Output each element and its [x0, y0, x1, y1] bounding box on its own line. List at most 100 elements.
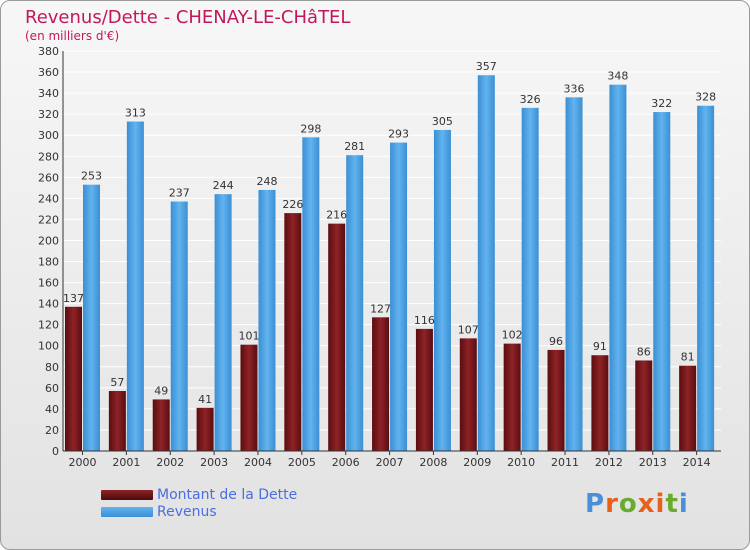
bar-debt — [679, 365, 697, 451]
y-tick-label: 240 — [38, 192, 59, 205]
bar-revenue — [390, 142, 408, 451]
bar-debt — [547, 349, 565, 451]
data-label-debt: 86 — [637, 345, 651, 358]
x-tick-label: 2010 — [507, 456, 535, 469]
bar-debt — [152, 399, 170, 451]
data-label-debt: 57 — [110, 376, 124, 389]
bar-debt — [503, 343, 521, 451]
y-tick-label: 260 — [38, 171, 59, 184]
y-tick-label: 180 — [38, 256, 59, 269]
data-label-revenue: 281 — [344, 140, 365, 153]
x-axis-ticks: 2000 2001 2002 2003 2004 2005 2006 2007 2008 2009… — [69, 451, 711, 469]
chart-title: Revenus/Dette - CHENAY-LE-CHâTEL — [25, 7, 351, 28]
data-label-debt: 137 — [63, 292, 84, 305]
data-label-revenue: 237 — [169, 187, 190, 200]
data-label-debt: 116 — [414, 314, 435, 327]
data-label-revenue: 336 — [564, 82, 585, 95]
bar-debt — [284, 213, 302, 451]
bar-revenue — [653, 112, 671, 451]
y-tick-label: 40 — [45, 403, 59, 416]
bar-debt — [372, 317, 390, 451]
legend-label-debt: Montant de la Dette — [157, 487, 298, 503]
data-label-revenue: 357 — [476, 60, 497, 73]
bar-debt — [591, 355, 609, 451]
bar-debt — [635, 360, 653, 451]
logo-letter: r — [605, 489, 619, 519]
bar-debt — [196, 407, 214, 451]
logo-letter: t — [665, 489, 679, 519]
data-label-revenue: 248 — [256, 175, 277, 188]
legend: Montant de la Dette Revenus — [101, 487, 297, 521]
legend-item-debt: Montant de la Dette — [101, 487, 297, 503]
bar-revenue — [521, 107, 539, 451]
bar-debt — [240, 344, 258, 451]
y-tick-label: 160 — [38, 277, 59, 290]
logo-letter: i — [678, 489, 689, 519]
bar-debt — [65, 306, 82, 451]
logo-letter: P — [585, 489, 606, 519]
data-label-debt: 127 — [370, 302, 391, 315]
data-label-revenue: 305 — [432, 115, 453, 128]
y-tick-label: 340 — [38, 87, 59, 100]
x-tick-label: 2007 — [376, 456, 404, 469]
bar-debt — [415, 328, 433, 451]
data-label-debt: 102 — [502, 329, 523, 342]
axes — [62, 51, 721, 452]
x-tick-label: 2009 — [463, 456, 491, 469]
bar-revenue — [214, 194, 232, 451]
chart-subtitle: (en milliers d'€) — [25, 29, 120, 43]
x-tick-label: 2011 — [551, 456, 579, 469]
y-tick-label: 80 — [45, 361, 59, 374]
bar-debt — [459, 338, 477, 451]
x-tick-label: 2005 — [288, 456, 316, 469]
data-label-revenue: 244 — [213, 179, 234, 192]
x-tick-label: 2000 — [69, 456, 97, 469]
bar-debt — [328, 223, 346, 451]
y-tick-label: 140 — [38, 298, 59, 311]
bar-revenue — [170, 201, 188, 451]
bar-revenue — [433, 129, 451, 451]
bar-revenue — [609, 84, 627, 452]
logo-letter: o — [618, 489, 638, 519]
bar-revenue — [258, 189, 276, 451]
y-tick-label: 280 — [38, 150, 59, 163]
data-label-revenue: 322 — [651, 97, 672, 110]
data-label-debt: 91 — [593, 340, 607, 353]
data-label-debt: 101 — [238, 330, 259, 343]
x-tick-label: 2002 — [156, 456, 184, 469]
bar-revenue — [346, 155, 364, 452]
x-tick-label: 2012 — [595, 456, 623, 469]
bar-revenue — [83, 184, 100, 451]
logo-letter: x — [637, 489, 656, 519]
logo-letter: i — [655, 489, 666, 519]
data-label-revenue: 348 — [607, 70, 628, 83]
data-label-debt: 216 — [326, 209, 347, 222]
y-tick-label: 200 — [38, 234, 59, 247]
x-tick-label: 2008 — [419, 456, 447, 469]
data-label-revenue: 313 — [125, 107, 146, 120]
legend-label-revenue: Revenus — [157, 504, 217, 520]
y-tick-label: 220 — [38, 213, 59, 226]
legend-swatch-revenue — [101, 507, 153, 517]
bar-revenue — [302, 137, 320, 451]
bar-revenue — [477, 75, 495, 452]
bar-revenue — [697, 105, 715, 451]
data-label-revenue: 293 — [388, 128, 409, 141]
bar-revenue — [565, 97, 583, 451]
bars — [65, 75, 715, 452]
y-tick-label: 20 — [45, 424, 59, 437]
y-axis-ticks: 0 20 40 60 80 100 120 140 160 180 200 220 240 260 280 3… — [38, 45, 59, 458]
y-tick-label: 380 — [38, 45, 59, 58]
data-label-debt: 41 — [198, 393, 212, 406]
x-tick-label: 2003 — [200, 456, 228, 469]
x-tick-label: 2013 — [639, 456, 667, 469]
data-label-debt: 81 — [681, 351, 695, 364]
x-tick-label: 2004 — [244, 456, 272, 469]
y-tick-label: 60 — [45, 382, 59, 395]
data-label-revenue: 326 — [520, 93, 541, 106]
data-label-revenue: 253 — [81, 170, 102, 183]
y-tick-label: 0 — [52, 445, 59, 458]
y-tick-label: 120 — [38, 319, 59, 332]
